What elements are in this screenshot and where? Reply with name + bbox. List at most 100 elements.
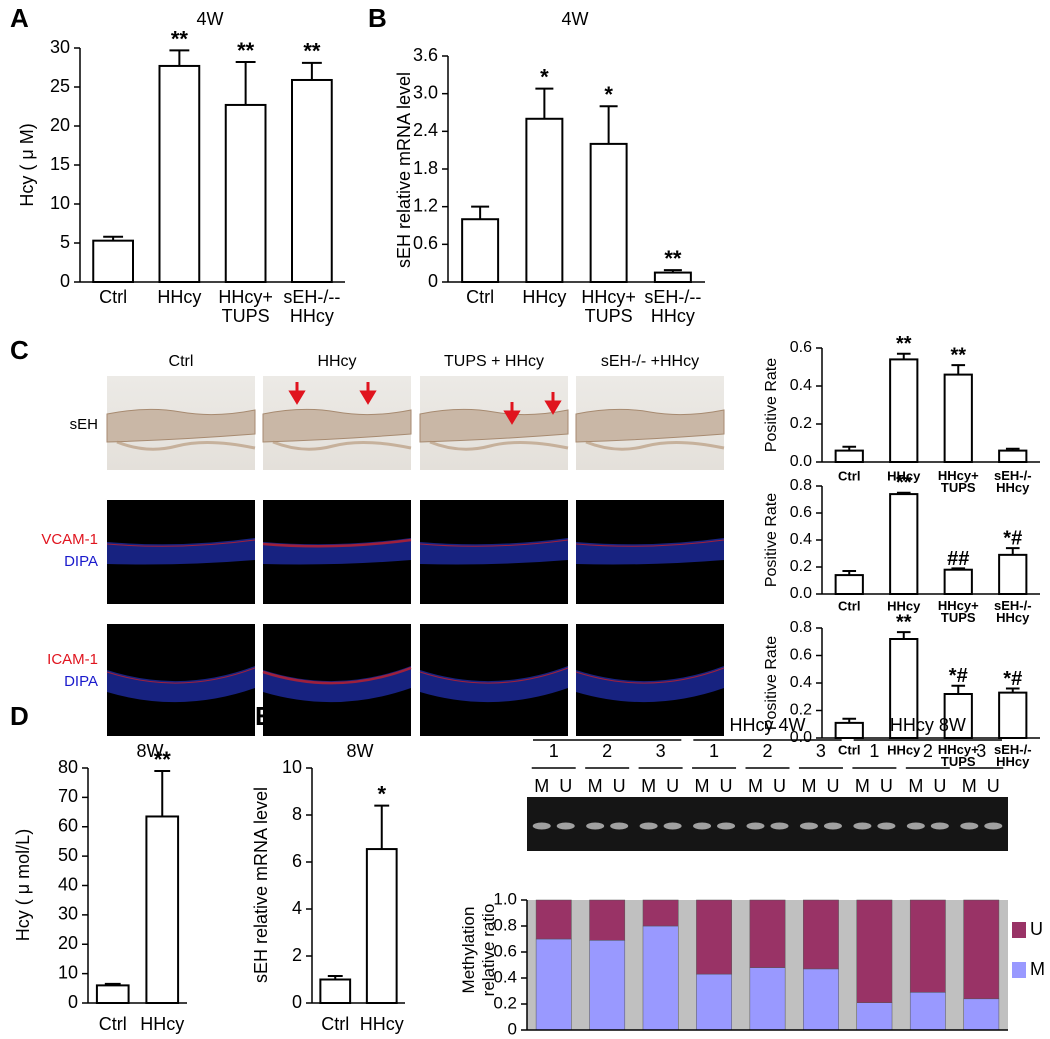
y-tick-label: 0.2 xyxy=(790,415,812,432)
y-tick-label: 0.2 xyxy=(790,558,812,575)
significance-label: ** xyxy=(896,612,912,634)
tissue xyxy=(106,408,256,443)
x-tick-label: HHcy+ TUPS xyxy=(938,598,979,625)
y-tick-label: 2 xyxy=(292,945,302,965)
tissue xyxy=(576,666,724,703)
gel-band xyxy=(823,822,842,830)
tissue-signal xyxy=(262,538,412,548)
y-tick-label: 0.6 xyxy=(493,941,517,960)
y-tick-label: 0.4 xyxy=(790,531,812,548)
column-label: sEH-/- +HHcy xyxy=(601,353,699,370)
y-tick-label: 10 xyxy=(282,757,302,777)
panel-letter: C xyxy=(10,335,29,365)
y-tick-label: 25 xyxy=(50,76,70,96)
gel-band xyxy=(717,822,736,830)
x-tick-label: sEH-/-HHcy xyxy=(994,742,1032,769)
tissue xyxy=(420,666,568,703)
group-label: HHcy 4W xyxy=(730,715,806,735)
bar-segment xyxy=(589,899,626,941)
legend-swatch xyxy=(1012,922,1026,938)
tissue xyxy=(107,538,255,565)
y-tick-label: 0.6 xyxy=(790,339,812,356)
significance-label: * xyxy=(540,65,549,90)
tissue-edge xyxy=(116,440,256,451)
x-tick-label: HHcy+ TUPS xyxy=(218,287,273,326)
tissue-signal xyxy=(575,539,725,547)
bar xyxy=(653,271,692,284)
arrow xyxy=(544,392,562,415)
bar xyxy=(95,984,130,1004)
x-tick-label: HHcy xyxy=(140,1014,184,1034)
bar-segment xyxy=(963,998,1000,1031)
gel-band xyxy=(663,822,682,830)
chart-title: 4W xyxy=(562,9,589,29)
panel-letter: D xyxy=(10,701,29,731)
lane-label: U xyxy=(666,776,679,796)
error-bar xyxy=(327,974,343,980)
y-tick-label: 0.0 xyxy=(790,585,812,602)
bar xyxy=(461,218,500,284)
y-tick-label: 1.0 xyxy=(493,889,517,908)
significance-label: *# xyxy=(1003,668,1022,690)
bar-segment xyxy=(803,899,839,970)
y-tick-label: 0.4 xyxy=(790,674,812,691)
bar xyxy=(943,568,973,596)
y-axis-label: sEH relative mRNA level xyxy=(394,72,414,268)
bar xyxy=(92,239,134,284)
x-tick-label: HHcy+ TUPS xyxy=(938,468,979,495)
gel-band xyxy=(877,822,896,830)
y-tick-label: 30 xyxy=(50,37,70,57)
x-tick-label: Ctrl xyxy=(99,1014,127,1034)
gel-band xyxy=(984,822,1003,830)
bar xyxy=(943,373,973,464)
lane-label: U xyxy=(933,776,946,796)
significance-label: ** xyxy=(896,333,912,355)
y-tick-label: 60 xyxy=(58,816,78,836)
column-label: HHcy xyxy=(317,353,356,370)
significance-label: ** xyxy=(896,472,912,494)
y-tick-label: 40 xyxy=(58,874,78,894)
error-bar xyxy=(1005,687,1020,693)
tissue xyxy=(575,408,725,443)
lane-label: M xyxy=(748,776,763,796)
y-tick-label: 0.6 xyxy=(790,647,812,664)
legend-label: U xyxy=(1030,919,1043,939)
x-tick-label: HHcy xyxy=(887,468,921,483)
error-bar xyxy=(301,61,322,80)
sample-label: 2 xyxy=(923,741,933,761)
tissue-signal xyxy=(106,667,256,684)
x-tick-label: HHcy+ TUPS xyxy=(938,742,979,769)
lane-label: U xyxy=(880,776,893,796)
lane-label: M xyxy=(641,776,656,796)
bar-segment xyxy=(963,899,1000,1000)
lane-label: M xyxy=(962,776,977,796)
significance-label: *# xyxy=(1003,528,1022,550)
y-axis-label: Positive Rate xyxy=(763,636,780,730)
tissue xyxy=(420,538,568,565)
gel-band xyxy=(556,822,575,830)
y-tick-label: 0.0 xyxy=(790,453,812,470)
gel-band xyxy=(930,822,949,830)
bar-segment xyxy=(642,925,679,1031)
y-axis-label: Methylationrelative ratio xyxy=(459,904,498,997)
significance-label: ## xyxy=(947,548,969,570)
error-bar xyxy=(103,235,124,241)
row-label: VCAM-1 xyxy=(41,531,98,548)
gel-band xyxy=(532,822,551,830)
error-bar xyxy=(471,205,490,220)
tissue-edge xyxy=(272,440,412,451)
y-tick-label: 0 xyxy=(68,992,78,1012)
x-tick-label: HHcy xyxy=(887,598,921,613)
panel-letter: B xyxy=(368,3,387,33)
y-tick-label: 0.8 xyxy=(493,915,517,934)
x-tick-label: HHcy+ TUPS xyxy=(581,287,636,326)
x-tick-label: Ctrl xyxy=(321,1014,349,1034)
bar-segment xyxy=(909,899,946,993)
sample-label: 1 xyxy=(549,741,559,761)
lane-label: U xyxy=(987,776,1000,796)
y-axis-label: Hcy ( μ mol/L) xyxy=(13,829,33,941)
bar xyxy=(319,978,352,1004)
bar xyxy=(589,142,628,283)
legend-swatch xyxy=(1012,962,1026,978)
